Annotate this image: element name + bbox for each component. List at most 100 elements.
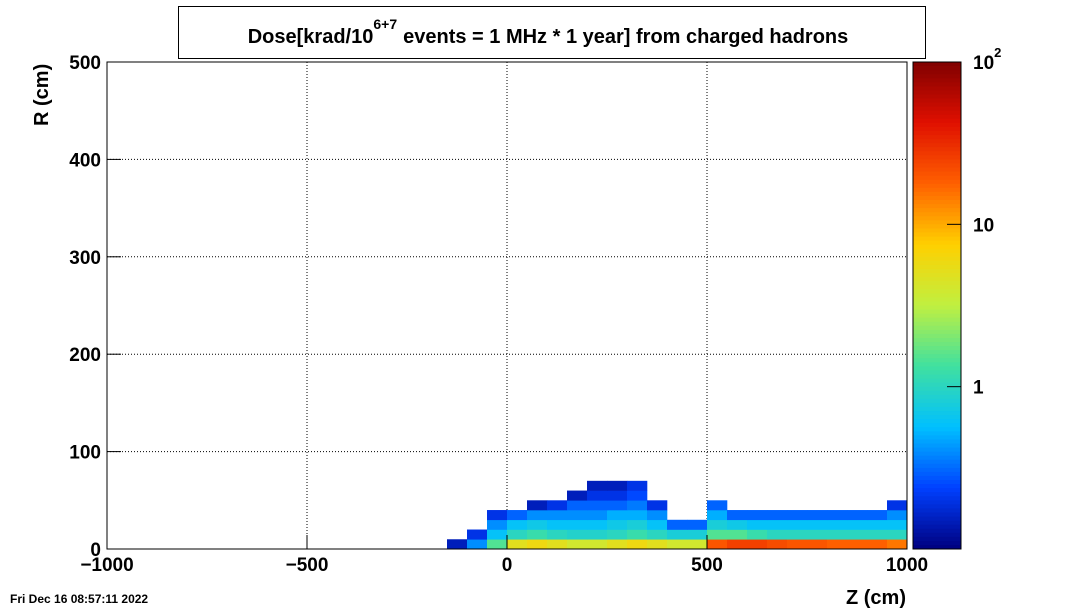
heatmap-cell [727, 519, 748, 530]
colorbar-segment [913, 411, 961, 416]
colorbar-segment [913, 492, 961, 497]
heatmap-cell [507, 529, 528, 540]
heatmap-cell [587, 529, 608, 540]
heatmap-cell [627, 500, 648, 511]
heatmap-cell [807, 529, 828, 540]
colorbar-segment [913, 447, 961, 453]
colorbar-segment [913, 212, 961, 217]
colorbar-segment [913, 419, 961, 424]
heatmap-cell [647, 510, 668, 521]
colorbar-segment [913, 390, 961, 396]
heatmap-cell [787, 510, 808, 521]
colorbar-segment [913, 98, 961, 104]
colorbar-segment [913, 451, 961, 457]
colorbar-segment [913, 516, 961, 522]
heatmap-cell [847, 510, 868, 521]
heatmap-cell [847, 519, 868, 530]
heatmap-cell [667, 519, 688, 530]
heatmap-cell [607, 480, 628, 491]
colorbar-segment [913, 273, 961, 278]
colorbar-segment [913, 248, 961, 254]
colorbar-segment [913, 386, 961, 392]
colorbar-segment [913, 297, 961, 302]
heatmap-cell [847, 529, 868, 540]
colorbar-segment [913, 309, 961, 315]
colorbar-segment [913, 439, 961, 444]
heatmap-cell [867, 519, 888, 530]
title-part: Dose[krad/10 [248, 26, 374, 48]
heatmap-cell [607, 529, 628, 540]
colorbar-frame [912, 61, 962, 550]
y-tick-label: 0 [90, 540, 101, 561]
colorbar-segment [913, 378, 961, 384]
colorbar-segment [913, 187, 961, 193]
heatmap-cell [807, 510, 828, 521]
heatmap-cell [567, 490, 588, 501]
colorbar-segment [913, 260, 961, 266]
heatmap-cell [567, 529, 588, 540]
colorbar-segment [913, 325, 961, 331]
heatmap-cell [827, 539, 848, 550]
colorbar-segment [913, 228, 961, 233]
heatmap-cell [547, 529, 568, 540]
heatmap-cell [487, 510, 508, 521]
heatmap-cell [767, 519, 788, 530]
colorbar-segment [913, 135, 961, 140]
heatmap-cell [527, 510, 548, 521]
heatmap-cell [747, 510, 768, 521]
colorbar-segment [913, 208, 961, 213]
heatmap-cell [567, 539, 588, 550]
colorbar-segment [913, 195, 961, 201]
heatmap-cell [587, 539, 608, 550]
heatmap-cell [707, 510, 728, 521]
colorbar-segment [913, 240, 961, 246]
heatmap-cell [527, 529, 548, 540]
colorbar-segment [913, 374, 961, 380]
colorbar-segment [913, 155, 961, 160]
colorbar-tick-text: 10 [973, 215, 994, 236]
colorbar-segment [913, 277, 961, 282]
heatmap-cell [707, 500, 728, 511]
heatmap-cell [647, 539, 668, 550]
colorbar-segment [913, 264, 961, 270]
colorbar-segment [913, 285, 961, 290]
heatmap-cell [727, 529, 748, 540]
x-tick-label: −1000 [80, 555, 133, 576]
heatmap-cell [887, 519, 908, 530]
colorbar-segment [913, 62, 961, 67]
colorbar-segment [913, 423, 961, 428]
colorbar-segment [913, 130, 961, 136]
heatmap-cell [747, 529, 768, 540]
title-box [178, 6, 926, 59]
heatmap-cell [547, 519, 568, 530]
colorbar-segment [913, 110, 961, 116]
x-tick-label: 0 [502, 555, 513, 576]
heatmap-cell [867, 539, 888, 550]
colorbar-segment [913, 293, 961, 298]
heatmap-cell [607, 539, 628, 550]
colorbar-segment [913, 301, 961, 306]
colorbar-segment [913, 313, 961, 319]
heatmap-cell [707, 519, 728, 530]
y-tick-label: 300 [69, 248, 101, 269]
colorbar-segment [913, 163, 961, 169]
heatmap-cell [567, 500, 588, 511]
colorbar-segment [913, 126, 961, 132]
heatmap-cell [767, 539, 788, 550]
colorbar-segment [913, 252, 961, 258]
heatmap-cell [627, 490, 648, 501]
colorbar-segment [913, 66, 961, 71]
y-tick-label: 500 [69, 53, 101, 74]
colorbar-segment [913, 90, 961, 95]
title-superscript: 6+7 [373, 16, 397, 32]
colorbar-segment [913, 159, 961, 164]
colorbar-segment [913, 488, 961, 493]
colorbar-segment [913, 398, 961, 404]
colorbar-segment [913, 358, 961, 363]
heatmap-cell [827, 529, 848, 540]
heatmap-cell [567, 519, 588, 530]
colorbar-segment [913, 524, 961, 530]
colorbar-segment [913, 147, 961, 152]
heatmap-cell [787, 519, 808, 530]
colorbar-segment [913, 74, 961, 79]
